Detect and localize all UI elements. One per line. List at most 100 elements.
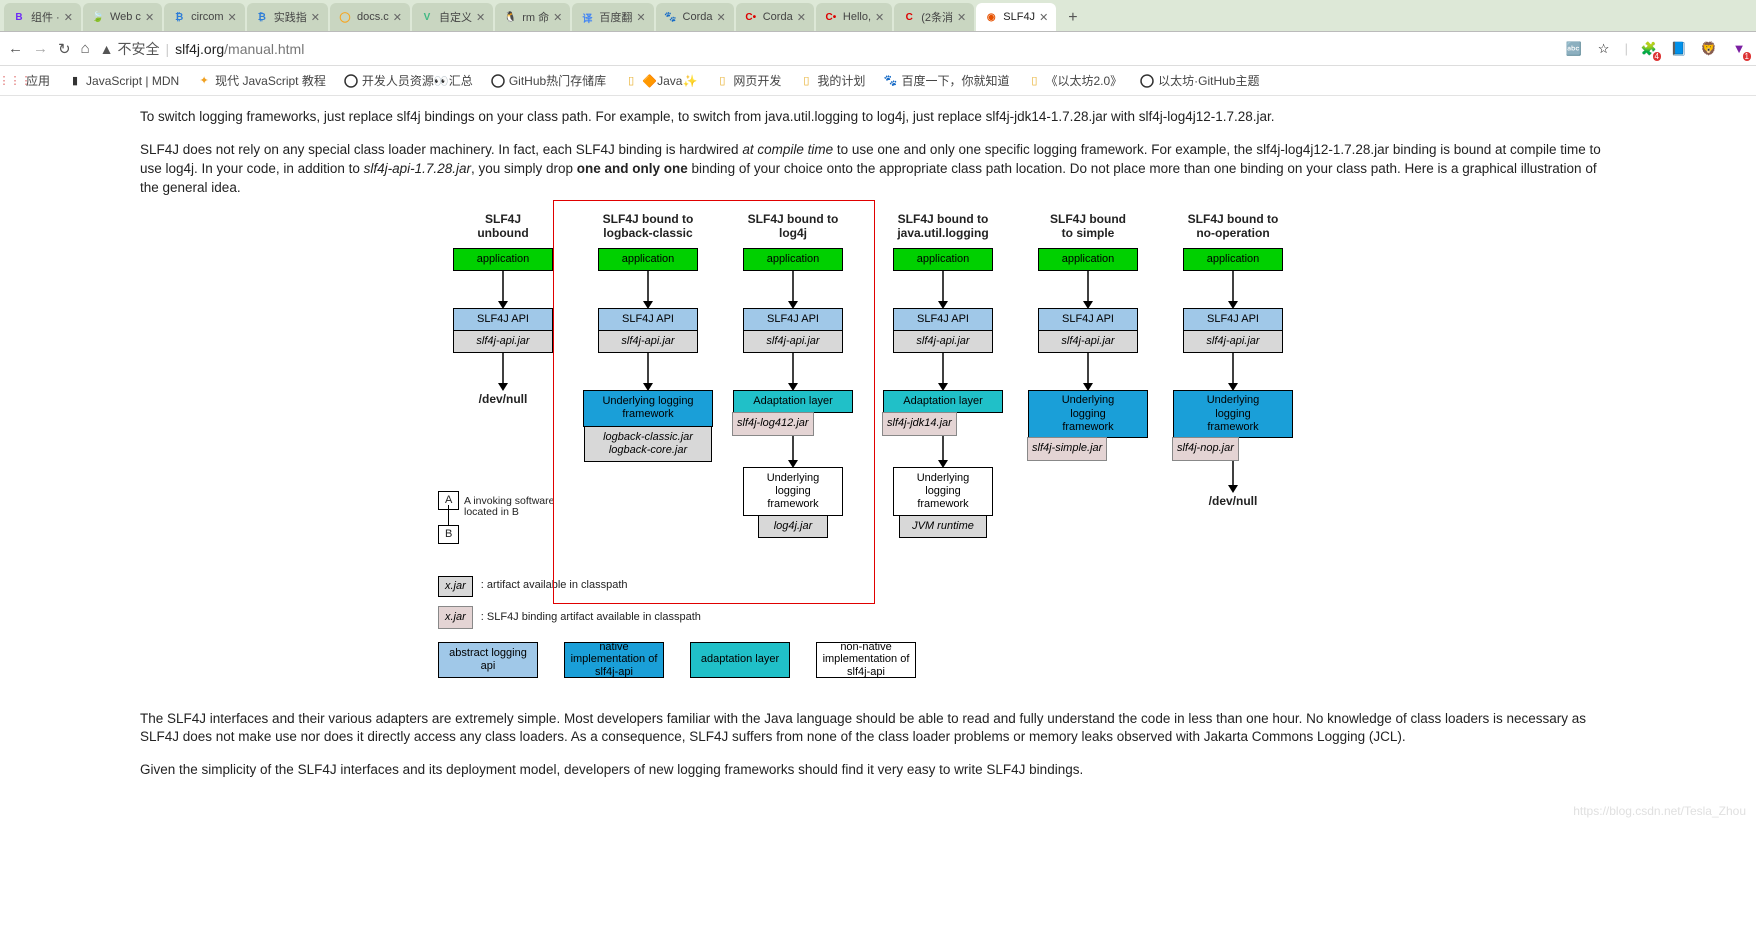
binding-jar-box: slf4j-nop.jar <box>1172 437 1239 460</box>
bookmark-icon <box>344 74 358 88</box>
adapter-stack: Underlyingloggingframeworkslf4j-nop.jar <box>1173 391 1293 460</box>
legend-color-box: native implementation of slf4j-api <box>564 642 664 678</box>
tab-close-icon[interactable]: ✕ <box>145 11 154 24</box>
tab-close-icon[interactable]: ✕ <box>311 11 320 24</box>
diagram-column: SLF4J boundto simpleapplicationSLF4J API… <box>1023 212 1153 461</box>
security-warning[interactable]: ▲ 不安全 <box>100 39 160 59</box>
framework-stack: Underlyingloggingframeworklog4j.jar <box>728 468 858 539</box>
browser-tab[interactable]: C•Hello,✕ <box>816 3 892 31</box>
bookmark-item[interactable]: 🐾百度一下，你就知道 <box>883 72 1009 89</box>
bookmark-label: 网页开发 <box>733 72 781 89</box>
legend-color-box: non-native implementation of slf4j-api <box>816 642 916 678</box>
tab-favicon: 译 <box>580 10 594 24</box>
browser-tab[interactable]: C•Corda✕ <box>736 3 814 31</box>
forward-button[interactable]: → <box>33 40 48 57</box>
legend-box-b: B <box>438 525 459 544</box>
puzzle-icon[interactable]: 🧩4 <box>1640 40 1658 58</box>
bookmark-item[interactable]: 开发人员资源👀汇总 <box>344 72 473 89</box>
diagram-column: SLF4J bound tojava.util.logging applicati… <box>878 212 1008 539</box>
browser-tab[interactable]: 🐧rm 命✕ <box>495 3 570 31</box>
bookmark-item[interactable]: ▯🔶Java✨ <box>624 74 697 88</box>
slf4j-api-box: SLF4J API <box>1183 308 1283 331</box>
tab-close-icon[interactable]: ✕ <box>393 11 402 24</box>
browser-tab[interactable]: C(2条消✕ <box>894 3 974 31</box>
tab-close-icon[interactable]: ✕ <box>797 11 806 24</box>
tab-close-icon[interactable]: ✕ <box>875 11 884 24</box>
bookmark-icon: ▯ <box>715 74 729 88</box>
tab-favicon: ◉ <box>984 10 998 24</box>
column-title: SLF4J bound tojava.util.logging <box>878 212 1008 242</box>
tab-close-icon[interactable]: ✕ <box>64 11 73 24</box>
adapter-box: Underlyingloggingframework <box>1173 390 1293 438</box>
bookmark-item[interactable]: ▯《以太坊2.0》 <box>1027 72 1122 89</box>
browser-tab[interactable]: ₿circom✕ <box>164 3 245 31</box>
api-stack: SLF4J APIslf4j-api.jar <box>878 309 1008 353</box>
warning-text: 不安全 <box>118 39 160 59</box>
legend-color-boxes: abstract logging api native implementatio… <box>438 642 916 678</box>
column-title: SLF4J bound tologback-classic <box>583 212 713 242</box>
diagram-column: SLF4J bound tono-operationapplicationSLF… <box>1168 212 1298 510</box>
arrow-icon <box>496 353 510 391</box>
tab-close-icon[interactable]: ✕ <box>636 11 645 24</box>
browser-tab[interactable]: V自定义✕ <box>412 3 493 31</box>
api-stack: SLF4J APIslf4j-api.jar <box>728 309 858 353</box>
legend-color-box: abstract logging api <box>438 642 538 678</box>
arrow-icon <box>641 271 655 309</box>
tab-close-icon[interactable]: ✕ <box>1039 11 1048 24</box>
arrow-icon <box>936 271 950 309</box>
bookmark-icon <box>1140 74 1154 88</box>
bookmark-item[interactable]: ▯ 网页开发 <box>715 72 781 89</box>
browser-tab[interactable]: 🍃Web c✕ <box>83 3 162 31</box>
legend-jar-row: x.jar: SLF4J binding artifact available … <box>438 606 701 629</box>
tab-close-icon[interactable]: ✕ <box>957 11 966 24</box>
slf4j-api-jar-box: slf4j-api.jar <box>453 330 553 353</box>
tab-close-icon[interactable]: ✕ <box>228 11 237 24</box>
star-icon[interactable]: ☆ <box>1595 40 1613 58</box>
slf4j-diagram: SLF4JunboundapplicationSLF4J APIslf4j-ap… <box>438 212 1318 692</box>
home-button[interactable]: ⌂ <box>81 40 90 57</box>
slf4j-api-box: SLF4J API <box>598 308 698 331</box>
browser-tab[interactable]: ◉SLF4J✕ <box>976 3 1056 31</box>
tab-title: 实践指 <box>274 9 307 25</box>
reload-button[interactable]: ↻ <box>58 40 71 58</box>
api-stack: SLF4J APIslf4j-api.jar <box>1023 309 1153 353</box>
avatar-icon[interactable]: 🦁 <box>1700 40 1718 58</box>
application-box: application <box>598 248 698 271</box>
bookmark-item[interactable]: 以太坊·GitHub主题 <box>1140 72 1259 89</box>
gtranslate-icon[interactable]: 📘 <box>1670 40 1688 58</box>
browser-tab[interactable]: B组件 · ✕ <box>4 3 81 31</box>
bookmark-item[interactable]: ▯我的计划 <box>799 72 865 89</box>
tab-close-icon[interactable]: ✕ <box>717 11 726 24</box>
browser-tab[interactable]: ₿实践指✕ <box>247 3 328 31</box>
bookmark-icon: ▯ <box>1027 74 1041 88</box>
application-box: application <box>1183 248 1283 271</box>
address-bar: ← → ↻ ⌂ ▲ 不安全 | slf4j.org/manual.html 🔤 … <box>0 32 1756 66</box>
bookmark-item[interactable]: ▮JavaScript | MDN <box>68 74 179 88</box>
browser-tab[interactable]: 🐾Corda✕ <box>656 3 734 31</box>
tab-close-icon[interactable]: ✕ <box>476 11 485 24</box>
paragraph-3: The SLF4J interfaces and their various a… <box>140 710 1616 748</box>
url-region[interactable]: ▲ 不安全 | slf4j.org/manual.html <box>100 39 1555 59</box>
application-box: application <box>893 248 993 271</box>
slf4j-api-box: SLF4J API <box>453 308 553 331</box>
bookmark-item[interactable]: ✦现代 JavaScript 教程 <box>197 72 326 89</box>
tab-favicon: B <box>12 10 26 24</box>
bookmark-item[interactable]: GitHub热门存储库 <box>491 72 606 89</box>
back-button[interactable]: ← <box>8 40 23 57</box>
bookmark-icon: ⋮⋮⋮ <box>8 74 22 88</box>
shield-icon[interactable]: ▼1 <box>1730 40 1748 58</box>
column-title: SLF4J boundto simple <box>1023 212 1153 242</box>
tab-favicon: ◯ <box>338 10 352 24</box>
bookmark-item[interactable]: ⋮⋮⋮应用 <box>8 72 50 89</box>
browser-tab[interactable]: 译百度翻✕ <box>572 3 653 31</box>
new-tab-button[interactable]: + <box>1058 5 1087 31</box>
bookmark-label: 百度一下，你就知道 <box>901 72 1009 89</box>
browser-tab[interactable]: ◯ docs.c ✕ <box>330 3 410 31</box>
tab-favicon: C <box>902 10 916 24</box>
arrow-icon <box>1081 353 1095 391</box>
adapter-box: Underlying logging framework <box>583 390 713 426</box>
tab-title: docs.c <box>357 11 389 23</box>
translate-icon[interactable]: 🔤 <box>1565 40 1583 58</box>
bookmark-label: 开发人员资源👀汇总 <box>362 72 473 89</box>
tab-close-icon[interactable]: ✕ <box>553 11 562 24</box>
